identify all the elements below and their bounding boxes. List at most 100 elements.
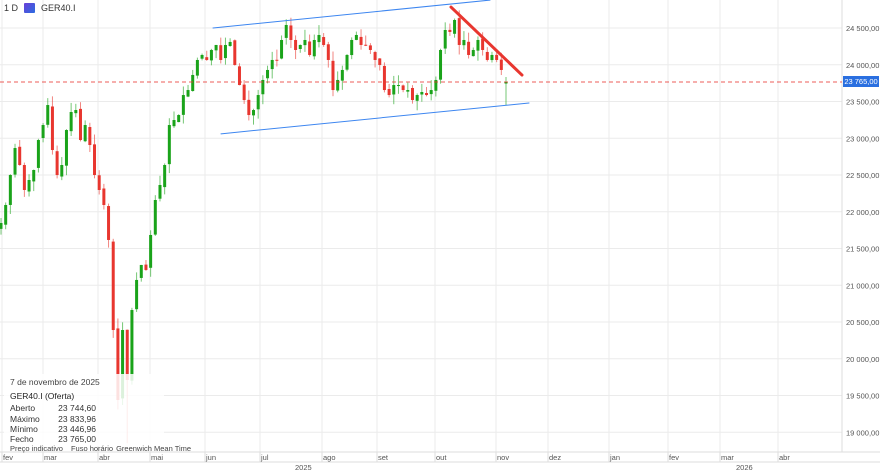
candle-down xyxy=(373,52,377,60)
label: Aberto xyxy=(10,403,36,414)
y-tick-label: 20 000,00 xyxy=(846,355,879,364)
candle-down xyxy=(387,89,391,96)
candle-down xyxy=(467,41,471,55)
candle-up xyxy=(392,85,396,95)
candle-up xyxy=(209,49,213,61)
x-month-label: abr xyxy=(99,453,110,462)
x-month-label: mai xyxy=(151,453,163,462)
candle-down xyxy=(125,329,129,380)
y-tick-label: 22 000,00 xyxy=(846,208,879,217)
candle-down xyxy=(55,151,59,175)
timezone-value[interactable]: Greenwich Mean Time xyxy=(116,444,192,453)
candle-up xyxy=(406,90,410,92)
candle-up xyxy=(280,39,284,59)
candle-up xyxy=(69,112,73,132)
channel-lower-line[interactable] xyxy=(220,102,530,135)
x-month-label: out xyxy=(436,453,447,462)
candle-up xyxy=(490,54,494,61)
y-tick-label: 20 500,00 xyxy=(846,318,879,327)
y-tick-label: 21 000,00 xyxy=(846,281,879,290)
candle-down xyxy=(448,29,452,32)
candle-up xyxy=(0,222,3,229)
candle-down xyxy=(308,41,312,55)
x-month-label: ago xyxy=(323,453,336,462)
candle-up xyxy=(8,175,12,205)
candle-up xyxy=(135,279,139,310)
candle-up xyxy=(303,39,307,46)
candle-up xyxy=(139,264,143,278)
candle-down xyxy=(18,146,22,166)
candle-up xyxy=(476,39,480,51)
y-tick-label: 23 500,00 xyxy=(846,98,879,107)
chart-header: 1 D GER40.I xyxy=(4,3,76,13)
candle-up xyxy=(223,44,227,59)
legend-row-high: Máximo 23 833,96 xyxy=(10,414,96,424)
legend-date: 7 de novembro de 2025 xyxy=(10,377,100,387)
candle-up xyxy=(317,34,321,43)
candle-up xyxy=(186,90,190,97)
candle-up xyxy=(284,24,288,38)
legend-row-open: Aberto 23 744,60 xyxy=(10,403,96,413)
price-type: Preço indicativo xyxy=(10,444,63,453)
candle-down xyxy=(275,59,279,61)
candle-down xyxy=(359,36,363,45)
candle-down xyxy=(495,54,499,60)
x-month-label: set xyxy=(378,453,389,462)
candle-down xyxy=(425,93,429,96)
candle-down xyxy=(368,45,372,50)
candle-up xyxy=(27,179,31,192)
candle-up xyxy=(443,29,447,49)
candle-up xyxy=(64,130,68,166)
candle-up xyxy=(83,125,87,142)
interval-selector[interactable]: 1 D xyxy=(4,3,19,13)
candle-down xyxy=(22,165,26,190)
candle-down xyxy=(116,328,120,400)
symbol-label[interactable]: GER40.I xyxy=(41,3,76,13)
candle-up xyxy=(396,85,400,87)
x-month-label: jul xyxy=(260,453,269,462)
candle-down xyxy=(481,38,485,50)
candle-up xyxy=(214,44,218,51)
candle-up xyxy=(195,59,199,76)
y-tick-label: 24 000,00 xyxy=(846,61,879,70)
candle-up xyxy=(256,95,260,110)
candle-up xyxy=(429,90,433,95)
candle-up xyxy=(228,41,232,47)
candle-down xyxy=(78,108,82,141)
candle-up xyxy=(60,165,64,177)
candle-up xyxy=(46,105,50,125)
candle-up xyxy=(167,125,171,165)
candle-up xyxy=(298,44,302,49)
candle-up xyxy=(252,110,255,116)
label: Máximo xyxy=(10,413,40,424)
candle-down xyxy=(499,59,503,70)
value: 23 446,96 xyxy=(58,423,96,434)
candle-up xyxy=(261,79,265,95)
candle-down xyxy=(382,65,386,91)
candle-up xyxy=(163,165,167,188)
y-tick-label: 23 000,00 xyxy=(846,134,879,143)
value: 23 765,00 xyxy=(58,434,96,445)
trendline-line[interactable] xyxy=(449,5,524,77)
y-tick-label: 19 500,00 xyxy=(846,392,879,401)
x-year-label: 2026 xyxy=(736,463,753,472)
candle-down xyxy=(326,44,330,60)
candle-up xyxy=(130,310,134,381)
candle-up xyxy=(74,110,78,114)
y-tick-label: 19 000,00 xyxy=(846,428,879,437)
x-month-label: dez xyxy=(549,453,561,462)
candle-down xyxy=(289,25,293,40)
candle-down xyxy=(111,241,115,331)
candle-down xyxy=(237,66,241,86)
x-month-label: jun xyxy=(205,453,216,462)
candle-up xyxy=(420,92,424,95)
candle-down xyxy=(294,39,298,50)
candle-up xyxy=(158,184,162,199)
candle-down xyxy=(219,45,223,60)
candle-up xyxy=(32,170,36,182)
legend-row-close: Fecho 23 765,00 xyxy=(10,434,96,444)
candle-down xyxy=(50,106,54,151)
channel-upper-line[interactable] xyxy=(212,0,491,29)
candle-up xyxy=(504,82,508,84)
